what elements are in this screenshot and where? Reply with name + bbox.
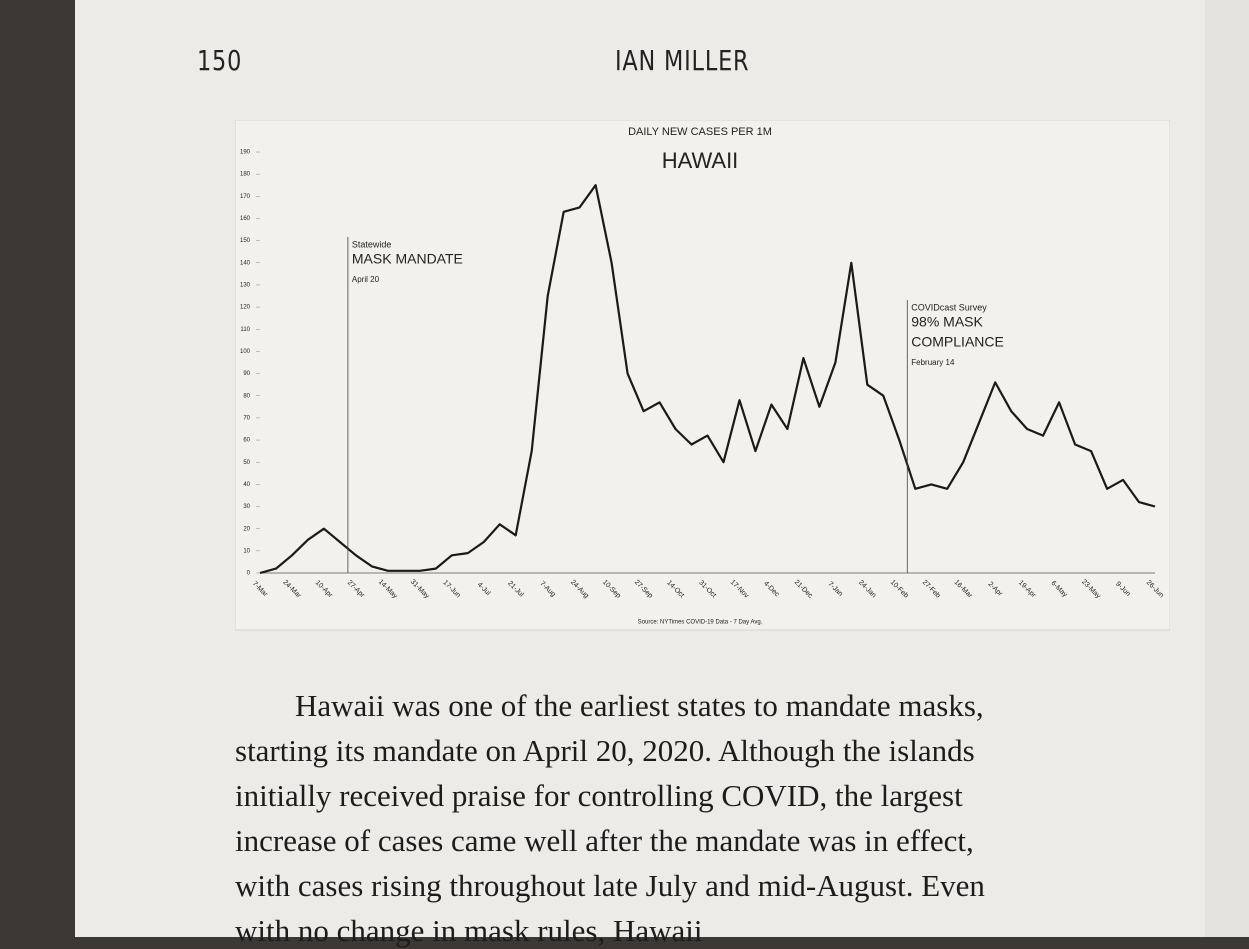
y-tick-label: 20 (243, 526, 250, 532)
annotation-text: COMPLIANCE (911, 334, 1004, 350)
y-tick-label: 90 (243, 371, 250, 377)
y-tick-label: 50 (243, 460, 250, 466)
page-number: 150 (197, 44, 243, 77)
y-tick-label: 10 (243, 548, 250, 554)
y-tick-label: 160 (240, 216, 251, 222)
chart-subtitle: DAILY NEW CASES PER 1M (628, 126, 772, 138)
annotation-text: 98% MASK (911, 314, 983, 330)
book-page: 150 IAN MILLER DAILY NEW CASES PER 1M HA… (75, 0, 1205, 948)
y-tick-label: 40 (243, 482, 250, 488)
chart-title: HAWAII (662, 148, 739, 173)
y-tick-label: 180 (240, 172, 251, 178)
annotation-text: February 14 (911, 358, 955, 367)
data-line (259, 184, 1156, 575)
y-tick-label: 70 (243, 415, 250, 421)
body-line: initially received praise for controllin… (235, 778, 963, 813)
chart-source: Source: NYTimes COVID-19 Data - 7 Day Av… (638, 620, 763, 626)
y-tick-label: 140 (240, 260, 251, 266)
body-line: starting its mandate on April 20, 2020. … (235, 733, 975, 768)
annotation-text: MASK MANDATE (352, 251, 463, 267)
body-line: with no change in mask rules, Hawaii (235, 913, 703, 948)
annotation-text: April 20 (352, 275, 380, 284)
y-tick-label: 80 (243, 393, 250, 399)
y-tick-label: 100 (240, 349, 251, 355)
body-line: Hawaii was one of the earliest states to… (295, 688, 984, 723)
chart: DAILY NEW CASES PER 1M HAWAII Source: NY… (235, 120, 1170, 631)
y-tick-label: 120 (240, 305, 251, 311)
body-line: with cases rising throughout late July a… (235, 868, 985, 903)
annotation-text: COVIDcast Survey (911, 302, 987, 312)
y-tick-label: 170 (240, 194, 251, 200)
body-line: increase of cases came well after the ma… (235, 823, 974, 858)
y-tick-label: 0 (247, 571, 251, 577)
y-tick-label: 190 (240, 150, 251, 156)
annotation-text: Statewide (352, 239, 392, 249)
running-header: IAN MILLER (615, 44, 750, 77)
chart-frame (235, 120, 1170, 631)
y-tick-label: 150 (240, 238, 251, 244)
y-tick-label: 60 (243, 438, 250, 444)
y-tick-label: 110 (240, 327, 250, 333)
y-tick-label: 130 (240, 283, 251, 289)
y-tick-label: 30 (243, 504, 250, 510)
